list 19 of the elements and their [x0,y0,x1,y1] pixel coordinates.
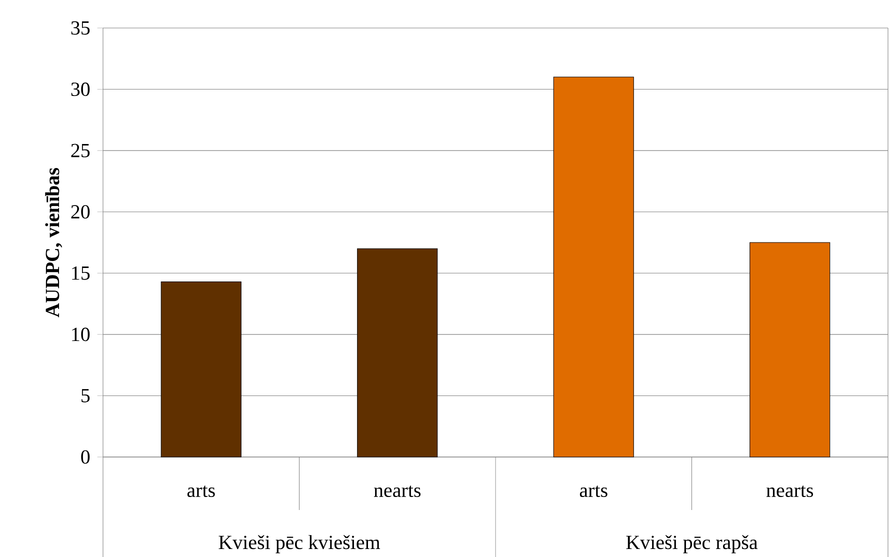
bar [553,76,634,458]
x-tick-label: nearts [374,486,421,498]
text: Kvieši pēc rapša [626,535,758,554]
y-tick-label: 15 [72,266,90,280]
x-tick-label: arts [187,486,215,498]
y-tick-label: 10 [72,328,90,342]
bar [160,281,242,458]
text: Kvieši pēc kviešiem [218,535,380,554]
y-tick-label: 25 [71,144,90,158]
y-axis-title: AUDPC, vienības [45,168,62,318]
y-tick-label: 0 [81,450,90,464]
y-tick-label: 5 [82,389,90,402]
x-tick-label: arts [580,486,608,498]
x-tick-label: nearts [766,486,814,498]
y-tick-label: 30 [71,82,90,96]
y-tick-label: 20 [71,205,90,219]
y-tick-label: 35 [71,21,90,35]
bar [357,248,438,458]
bar [750,242,830,458]
